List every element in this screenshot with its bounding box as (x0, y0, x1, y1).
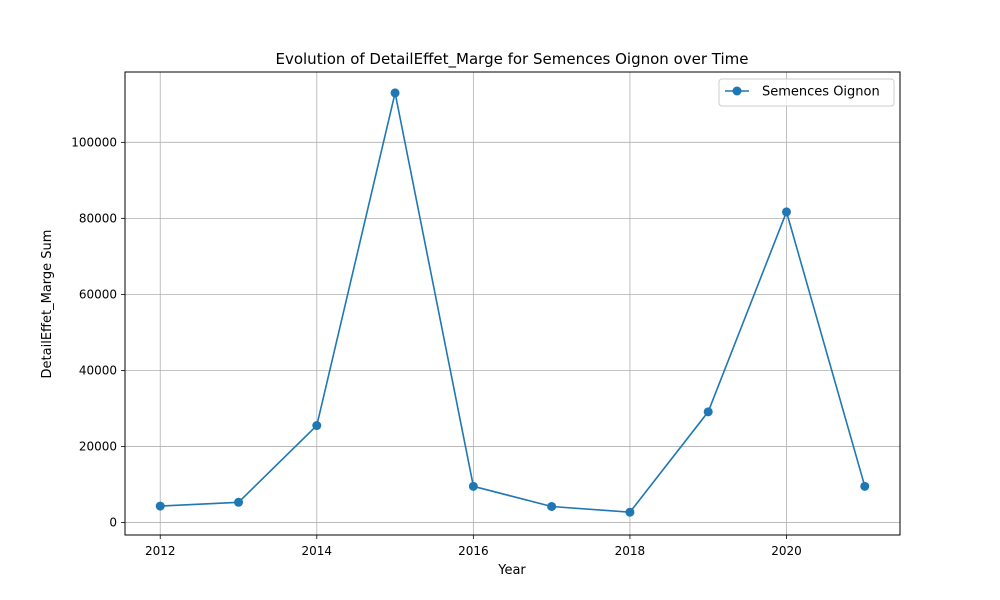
legend-dot-marker (732, 86, 742, 96)
data-point (155, 501, 165, 511)
x-tick-label: 2014 (302, 544, 333, 558)
x-axis-ticks: 2012 2014 2016 2018 2020 (145, 535, 802, 558)
data-point (547, 501, 557, 511)
x-tick-label: 2018 (615, 544, 646, 558)
plot-area-frame (124, 71, 901, 536)
y-tick-label: 40000 (79, 363, 117, 377)
data-point (781, 207, 791, 217)
data-point (625, 507, 635, 517)
x-tick-label: 2020 (771, 544, 802, 558)
x-tick-label: 2012 (145, 544, 176, 558)
legend: Semences Oignon (718, 78, 895, 107)
legend-label: Semences Oignon (762, 85, 880, 100)
y-tick-label: 60000 (79, 287, 117, 301)
data-point (234, 497, 244, 507)
y-tick-label: 100000 (71, 135, 117, 149)
x-tick-label: 2016 (458, 544, 489, 558)
y-tick-label: 20000 (79, 439, 117, 453)
legend-box (718, 78, 895, 107)
data-point (703, 407, 713, 417)
data-point (390, 88, 400, 98)
series-line (160, 92, 866, 514)
grid (125, 72, 900, 535)
y-axis-label: DetailEffet_Marge Sum (40, 230, 55, 379)
y-tick-label: 0 (109, 515, 117, 529)
y-axis-ticks: 0 20000 40000 60000 80000 100000 (71, 135, 125, 529)
series-layer (155, 88, 870, 517)
x-axis-label: Year (497, 563, 526, 578)
data-point (312, 421, 322, 431)
data-point (860, 481, 870, 491)
data-point (468, 481, 478, 491)
y-tick-label: 80000 (79, 211, 117, 225)
chart-title: Evolution of DetailEffet_Marge for Semen… (275, 50, 748, 69)
